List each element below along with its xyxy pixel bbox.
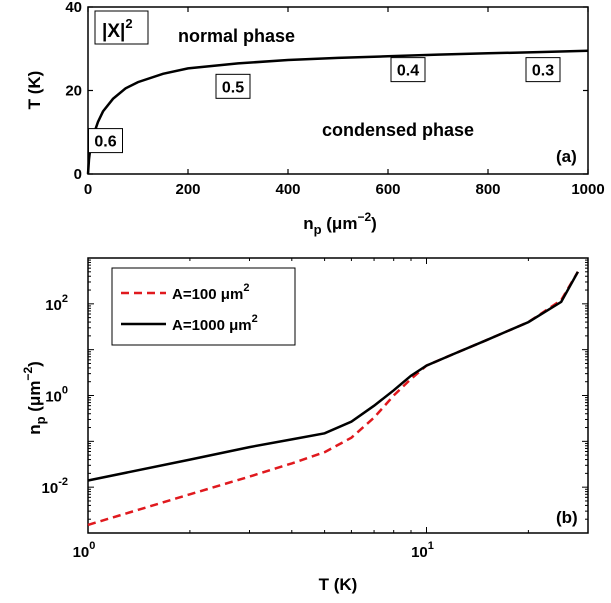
hopfield-value-box bbox=[88, 128, 123, 154]
panel-a-y-tick-label: 20 bbox=[65, 83, 82, 100]
panel-a-y-label: T (K) bbox=[25, 71, 44, 110]
hopfield-value-label: 0.6 bbox=[94, 134, 116, 151]
panel-a-y-ticks: 0 20 40 bbox=[65, 0, 588, 183]
normal-phase-label: normal phase bbox=[178, 26, 295, 46]
hopfield-value-label: 0.5 bbox=[222, 79, 244, 96]
panel-b-x-tick-label: 101 bbox=[411, 540, 434, 561]
panel-a-x-label: np (μm−2) bbox=[303, 210, 377, 237]
panel-a-x-tick-label: 200 bbox=[175, 181, 200, 198]
panel-b-x-tick-exp: 1 bbox=[428, 540, 434, 552]
panel-b-y-label-exp: −2 bbox=[21, 367, 35, 381]
panel-a-x-tick-label: 800 bbox=[475, 181, 500, 198]
panel-b-y-tick-label: 10-2 bbox=[42, 476, 68, 497]
panel-b-tag: (b) bbox=[556, 508, 578, 527]
panel-a-x-tick-label: 600 bbox=[375, 181, 400, 198]
legend-label-a1000-exp: 2 bbox=[252, 313, 258, 325]
hopfield-label: |X|2 bbox=[102, 16, 133, 42]
panel-b-x-tick-base: 10 bbox=[73, 544, 90, 561]
panel-a-x-label-sub: p bbox=[314, 222, 322, 237]
legend-label-a100-main: A=100 μm bbox=[172, 286, 243, 303]
panel-b-y-label-unit: (μm bbox=[25, 381, 44, 417]
panel-a-x-label-exp: −2 bbox=[357, 210, 371, 224]
panel-a-x-tick-label: 1000 bbox=[571, 181, 604, 198]
hopfield-value-label: 0.3 bbox=[532, 63, 554, 80]
panel-b-y-tick-base: 10 bbox=[42, 480, 59, 497]
legend-label-a1000-main: A=1000 μm bbox=[172, 317, 252, 334]
panel-b-x-tick-label: 100 bbox=[73, 540, 96, 561]
panel-a-y-tick-label: 0 bbox=[74, 166, 82, 183]
legend-box bbox=[111, 267, 296, 346]
panel-b-x-tick-base: 10 bbox=[411, 544, 428, 561]
panel-b-series bbox=[87, 271, 579, 527]
panel-b-y-tick-label: 100 bbox=[45, 385, 68, 406]
panel-b-y-label-sub: p bbox=[33, 416, 48, 424]
panel-a-x-ticks: 0 200 400 600 800 1000 bbox=[84, 7, 605, 198]
panel-b-y-tick-base: 10 bbox=[45, 389, 62, 406]
legend-label-a100-exp: 2 bbox=[243, 282, 249, 294]
panel-b-y-label-close: ) bbox=[25, 361, 44, 367]
series-line-a100 bbox=[87, 271, 579, 527]
panel-a-value-boxes: 0.6 0.5 0.4 0.3 bbox=[88, 57, 561, 154]
condensed-phase-label: condensed phase bbox=[322, 120, 474, 140]
hopfield-label-exp: 2 bbox=[125, 16, 132, 31]
hopfield-label-box bbox=[94, 10, 149, 45]
panel-a-x-label-main: n bbox=[303, 214, 313, 233]
panel-b-y-tick-exp: 2 bbox=[62, 293, 68, 305]
panel-b-x-tick-exp: 0 bbox=[89, 540, 95, 552]
panel-b-x-ticks: 100 101 bbox=[73, 258, 589, 561]
panel-b-y-tick-exp: -2 bbox=[58, 476, 68, 488]
panel-b-y-label-main: n bbox=[25, 424, 44, 434]
legend: A=100 μm2 A=1000 μm2 bbox=[111, 267, 296, 346]
panel-b-y-label: np (μm−2) bbox=[21, 361, 48, 435]
hopfield-value-box bbox=[525, 57, 561, 83]
panel-a: 0 200 400 600 800 1000 0 20 40 0.6 0.5 0.4 0.3 |X|… bbox=[25, 0, 605, 237]
panel-b-y-tick-label: 102 bbox=[45, 293, 68, 314]
panel-b-y-tick-base: 10 bbox=[45, 297, 62, 314]
panel-a-tag: (a) bbox=[556, 147, 577, 166]
panel-a-x-tick-label: 400 bbox=[275, 181, 300, 198]
panel-a-x-label-unit: (μm bbox=[322, 214, 358, 233]
series-line-a1000 bbox=[87, 271, 579, 482]
panel-a-frame bbox=[87, 6, 589, 175]
hopfield-label-main: |X| bbox=[102, 21, 125, 42]
panel-a-x-tick-label: 0 bbox=[84, 181, 92, 198]
panel-b-y-tick-exp: 0 bbox=[62, 385, 68, 397]
panel-a-y-tick-label: 40 bbox=[65, 0, 82, 16]
hopfield-value-box bbox=[215, 73, 251, 99]
panel-a-x-label-close: ) bbox=[371, 214, 377, 233]
legend-label-a100: A=100 μm2 bbox=[172, 282, 249, 303]
legend-label-a1000: A=1000 μm2 bbox=[172, 313, 258, 334]
hopfield-value-box bbox=[390, 57, 426, 83]
panel-b-x-label: T (K) bbox=[319, 575, 358, 594]
hopfield-value-label: 0.4 bbox=[397, 63, 419, 80]
